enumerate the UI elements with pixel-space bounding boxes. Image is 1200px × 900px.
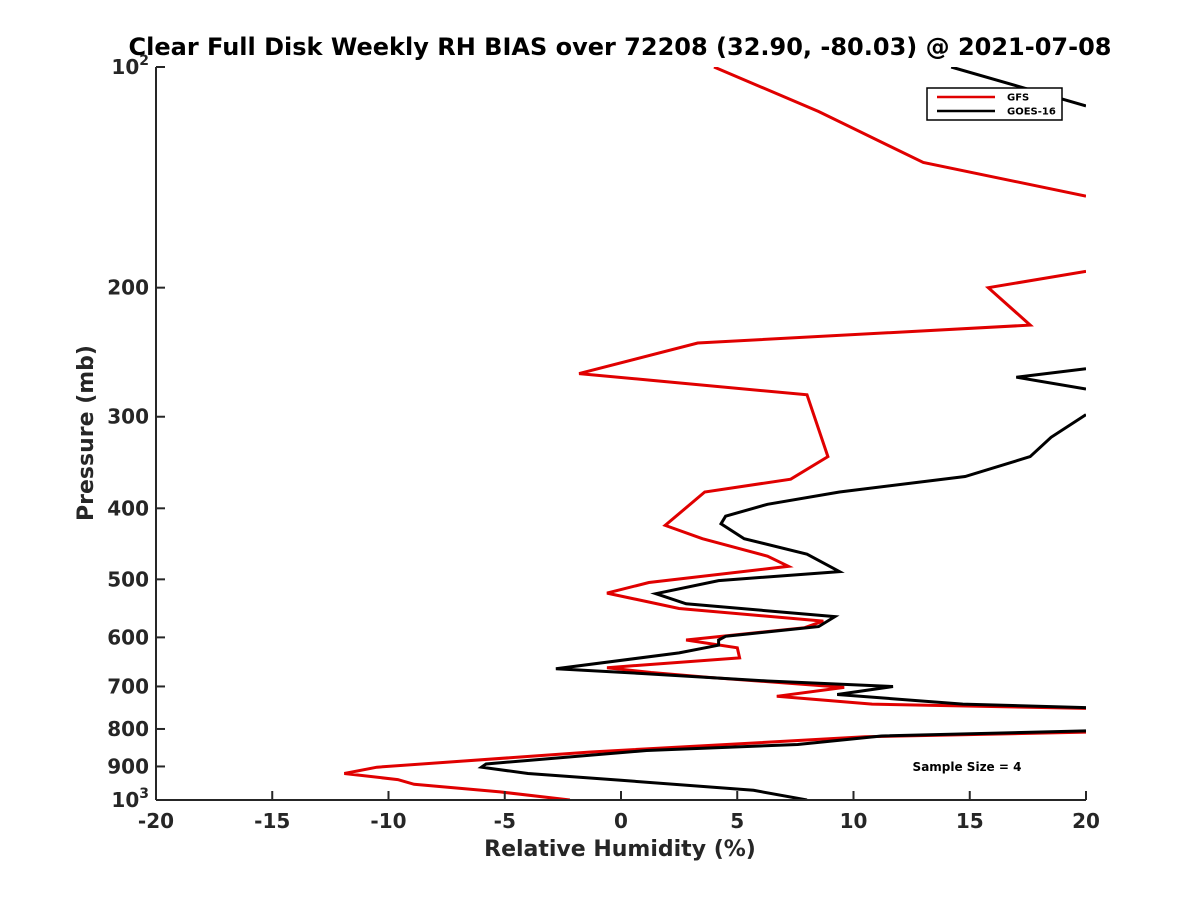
series-line-gfs: [344, 67, 1086, 800]
x-tick-label: -15: [254, 809, 290, 833]
x-tick-label: -5: [494, 809, 516, 833]
legend-box: [926, 87, 1063, 121]
y-axis-label: Pressure (mb): [74, 345, 99, 521]
x-tick-label: 10: [840, 809, 868, 833]
y-tick-label: 600: [107, 625, 149, 649]
y-tick-label: 400: [107, 496, 149, 520]
x-tick-label: 5: [730, 809, 744, 833]
x-tick-label: 0: [614, 809, 628, 833]
y-tick-label: 900: [107, 754, 149, 778]
x-tick-label: 15: [956, 809, 984, 833]
y-tick-label: 800: [107, 717, 149, 741]
x-tick-label: 20: [1072, 809, 1100, 833]
axes-layer: [155, 67, 1086, 801]
y-tick-label: 700: [107, 674, 149, 698]
ticks-layer: -20 -15 -10 -5 0 5 10 15 20 102 200 300 400 500 600 700…: [107, 53, 1100, 833]
series-layer: [344, 67, 1086, 800]
y-tick-label: 300: [107, 405, 149, 429]
x-tick-label: -20: [138, 809, 174, 833]
legend: GFS GOES-16: [926, 87, 1063, 121]
y-tick-label: 500: [107, 567, 149, 591]
legend-label: GFS: [1007, 93, 1029, 104]
y-tick-label: 103: [111, 786, 149, 812]
sample-size-annotation: Sample Size = 4: [913, 760, 1022, 774]
y-tick-label: 200: [107, 276, 149, 300]
x-axis-label: Relative Humidity (%): [484, 837, 756, 862]
y-tick-label: 102: [111, 53, 149, 79]
x-tick-label: -10: [370, 809, 406, 833]
series-line-goes-16: [477, 67, 1086, 800]
chart-title: Clear Full Disk Weekly RH BIAS over 7220…: [129, 33, 1112, 61]
legend-label: GOES-16: [1007, 107, 1056, 118]
